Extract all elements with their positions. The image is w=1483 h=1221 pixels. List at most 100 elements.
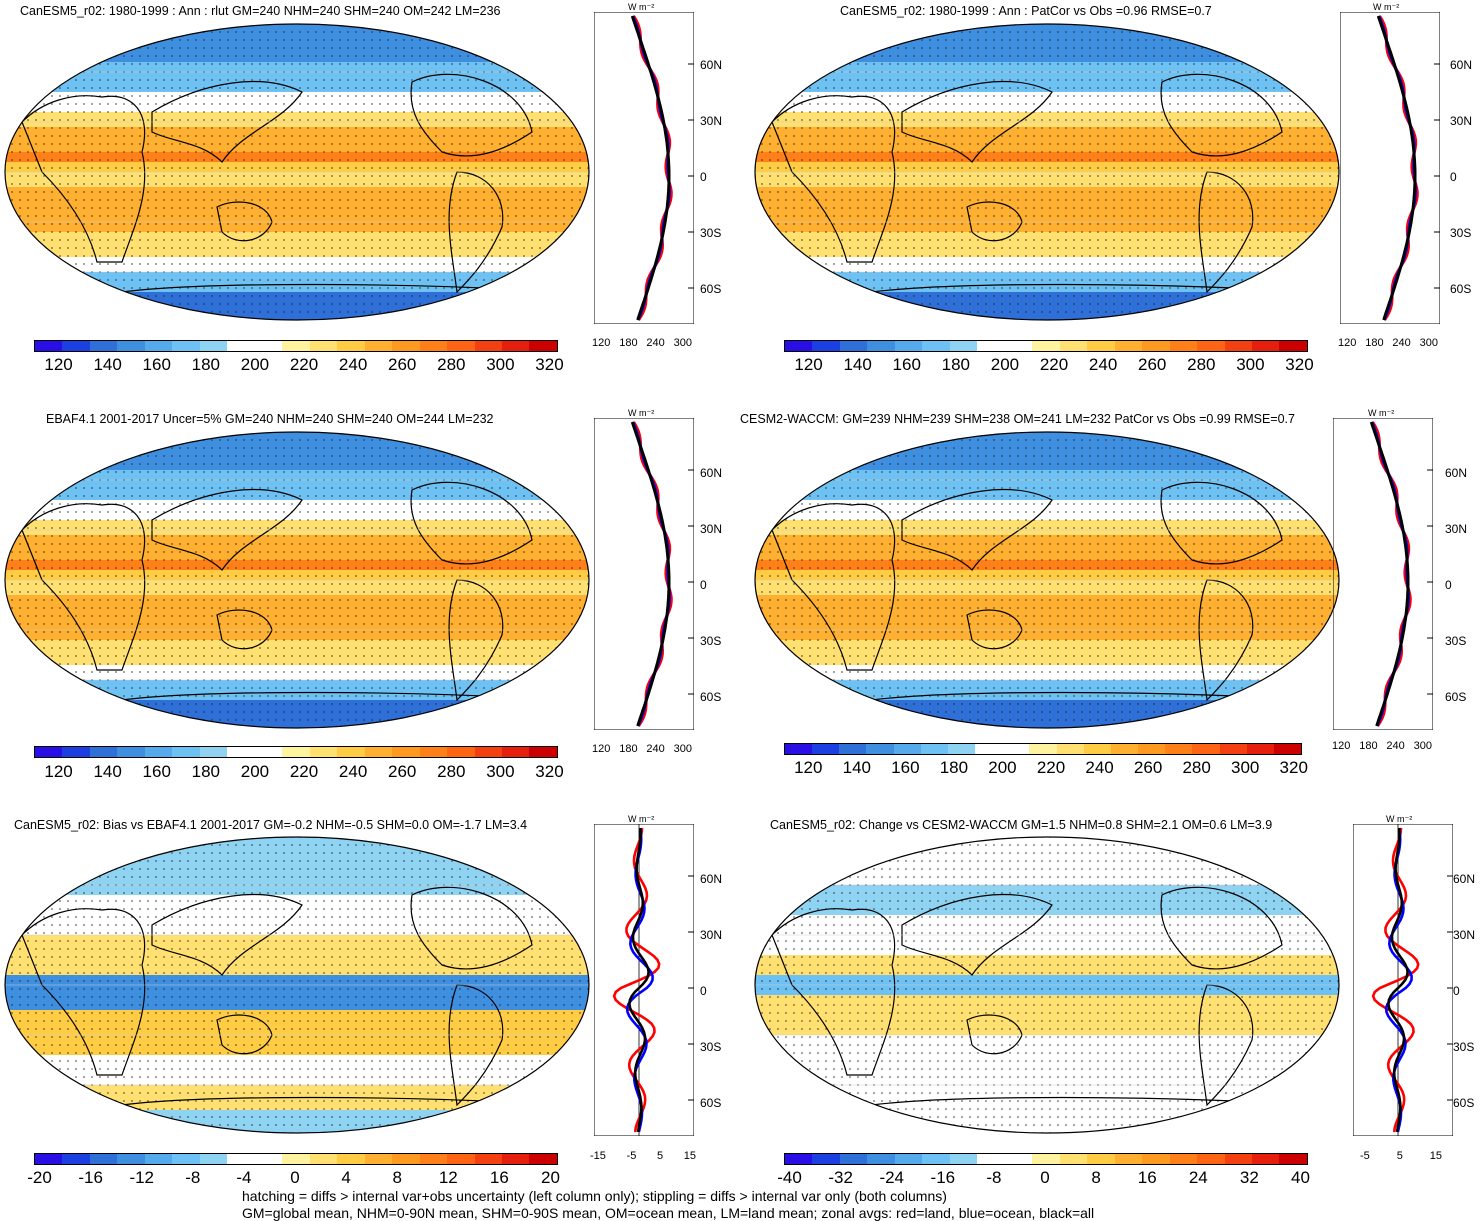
colorbar-swatch: [1251, 341, 1280, 351]
zonal-series: [630, 421, 671, 727]
colorbar-tick-label: 300: [1231, 758, 1260, 777]
footer-line-1: hatching = diffs > internal var+obs unce…: [242, 1188, 947, 1204]
lat-label: 30S: [1445, 634, 1467, 648]
coastline: [901, 81, 1053, 163]
colorbar-tick-label: 180: [939, 758, 969, 777]
zonal-ticks-2: 120 180 240 300: [1338, 337, 1438, 349]
colorbar-swatch: [894, 341, 923, 351]
map-panel-3: [4, 431, 590, 729]
colorbar-swatch: [1279, 1154, 1307, 1164]
lat-label: 60N: [1453, 872, 1476, 886]
colorbar-swatch: [839, 744, 867, 754]
colorbar-swatch: [364, 747, 393, 757]
zonal-tick: 180: [619, 337, 638, 349]
colorbar-swatch: [867, 341, 895, 351]
colorbar-tick-label: 300: [1236, 355, 1265, 374]
colorbar-swatch: [172, 747, 200, 757]
colorbar-swatch: [392, 1154, 420, 1164]
colorbar-tick-label: 260: [388, 355, 417, 374]
units-label: W m⁻²: [1386, 814, 1413, 824]
zonal-tick: 300: [673, 743, 692, 755]
coastline: [1198, 171, 1254, 294]
colorbar-swatch: [812, 1154, 840, 1164]
colorbar-swatch: [227, 341, 255, 351]
footer-line-2: GM=global mean, NHM=0-90N mean, SHM=0-90…: [242, 1205, 1095, 1221]
lat-label: 60S: [1445, 690, 1467, 704]
lat-label: 30N: [1445, 522, 1468, 536]
colorbar-swatch: [144, 747, 173, 757]
colorbar-swatch: [529, 747, 557, 757]
coastline: [1198, 984, 1254, 1107]
colorbar-swatch: [1142, 341, 1170, 351]
coastline: [21, 908, 146, 1076]
colorbar-swatch: [62, 747, 90, 757]
lat-label: 60S: [700, 690, 722, 704]
zonal-tick: -5: [626, 1150, 637, 1162]
zonal-tick: 240: [646, 337, 665, 349]
colorbar-tick-label: 120: [794, 355, 823, 374]
zonal-tick: 15: [683, 1150, 696, 1162]
colorbar-swatch: [419, 1154, 448, 1164]
colorbar-swatch: [254, 1154, 283, 1164]
lat-label: 60N: [700, 872, 723, 886]
colorbar-mean-3: [34, 746, 558, 758]
zonal-plot-1: [594, 12, 694, 324]
lat-label: 0: [700, 170, 707, 184]
colorbar-swatch: [785, 341, 813, 351]
colorbar-mean-2: [784, 340, 1308, 352]
coastline: [410, 886, 533, 970]
zonal-tick: 300: [1413, 740, 1432, 752]
colorbar-tick-label: 140: [93, 355, 122, 374]
map-panel-6: [754, 836, 1340, 1134]
colorbar-swatch: [1246, 744, 1274, 754]
map-border: [4, 431, 590, 729]
colorbar-swatch: [35, 747, 63, 757]
colorbar-tick-label: -24: [879, 1168, 905, 1187]
panel-title-2: CanESM5_r02: 1980-1999 : Ann : PatCor vs…: [840, 4, 1212, 18]
colorbar-swatch: [949, 341, 978, 351]
colorbar-tick-label: 200: [240, 355, 270, 374]
colorbar-tick-label: 4: [341, 1168, 351, 1187]
colorbar-tick-label: 200: [988, 758, 1017, 777]
coastline: [410, 73, 533, 157]
colorbar-swatch: [1197, 1154, 1225, 1164]
colorbar-swatch: [1114, 341, 1143, 351]
lat-label: 0: [1445, 578, 1452, 592]
colorbar-swatch: [309, 1154, 338, 1164]
colorbar-tick-label: 260: [1138, 355, 1167, 374]
colorbar-swatch: [812, 744, 840, 754]
colorbar-tick-label: 240: [338, 762, 368, 781]
colorbar-swatch: [1219, 744, 1247, 754]
colorbar-swatch: [866, 744, 894, 754]
coastline: [151, 81, 303, 163]
colorbar-tick-label: 0: [290, 1168, 300, 1187]
colorbar-swatch: [447, 1154, 475, 1164]
colorbar-swatch: [364, 341, 393, 351]
colorbar-tick-label: 240: [1085, 758, 1114, 777]
zonal-tick: 300: [1419, 337, 1438, 349]
zonal-plot-2: [1340, 12, 1440, 324]
zonal-ticks-3: 120 180 240 300: [592, 743, 692, 755]
map-border: [754, 23, 1340, 321]
colorbar-swatch: [812, 341, 840, 351]
lat-label: 30S: [700, 226, 722, 240]
colorbar-swatch: [364, 1154, 393, 1164]
colorbar-swatch: [199, 341, 228, 351]
colorbar-tick-label: 240: [1088, 355, 1118, 374]
colorbar-swatch: [447, 747, 475, 757]
lat-label: 60S: [700, 282, 722, 296]
map-panel-1: [4, 23, 590, 321]
colorbar-tick-label: 20: [541, 1168, 560, 1187]
colorbar-tick-label: 16: [489, 1168, 509, 1187]
colorbar-swatch: [254, 341, 283, 351]
colorbar-swatch: [474, 341, 502, 351]
zonal-plot-4: [1333, 418, 1433, 730]
colorbar-swatch: [949, 1154, 978, 1164]
colorbar-tick-label: 140: [843, 355, 872, 374]
colorbar-tick-label: 300: [486, 355, 515, 374]
colorbar-swatch: [1142, 1154, 1170, 1164]
lat-label: 30N: [1453, 928, 1476, 942]
colorbar-swatch: [227, 747, 255, 757]
colorbar-tick-label: 40: [1291, 1168, 1310, 1187]
colorbar-swatch: [89, 1154, 118, 1164]
